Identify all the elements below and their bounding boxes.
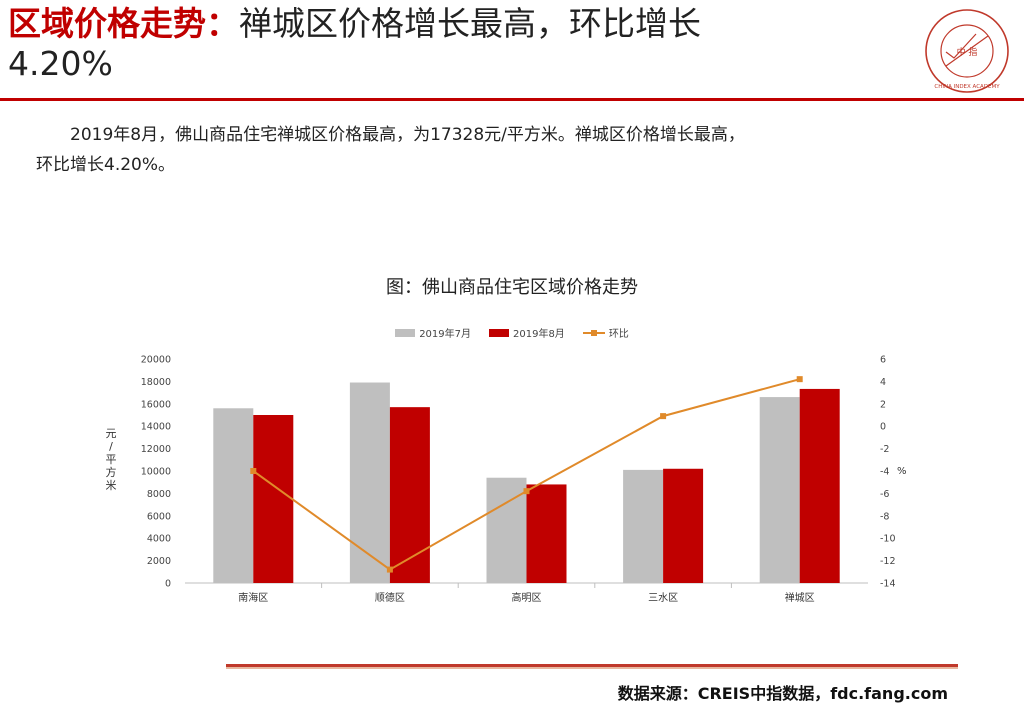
legend-label-aug: 2019年8月 (513, 329, 565, 340)
bar-aug-3 (663, 468, 704, 583)
svg-text:中 指: 中 指 (957, 46, 978, 58)
legend-label-jul: 2019年7月 (419, 329, 471, 340)
summary-paragraph: 2019年8月，佛山商品住宅禅城区价格最高，为17328元/平方米。禅城区价格增… (36, 120, 1006, 180)
bar-aug-2 (526, 484, 567, 583)
page-title: 区域价格走势：禅城区价格增长最高，环比增长 4.20% (8, 4, 908, 84)
y-tick-label-7: 14000 (141, 422, 171, 433)
y2-tick-label-0: -14 (880, 579, 896, 590)
legend-swatch-jul (395, 328, 416, 337)
y2-tick-label-1: -12 (880, 556, 896, 567)
bar-jul-1 (349, 382, 390, 583)
x-tick-label-4: 禅城区 (785, 591, 815, 604)
y-tick-label-0: 0 (165, 579, 171, 590)
y2-tick-label-10: 6 (880, 355, 886, 366)
page-title-main: 禅城区价格增长最高，环比增长 (239, 4, 701, 43)
y-tick-label-5: 10000 (141, 467, 171, 478)
y2-tick-label-6: -2 (880, 444, 889, 455)
bar-aug-4 (799, 388, 840, 583)
page-title-line2: 4.20% (8, 44, 113, 83)
y-tick-label-6: 12000 (141, 444, 171, 455)
x-tick-label-1: 顺德区 (375, 591, 405, 604)
china-index-academy-seal-icon: 中 指 CHINA INDEX ACADEMY (925, 9, 1009, 93)
title-divider (0, 98, 1024, 101)
y2-tick-label-5: -4 (880, 467, 889, 478)
y2-tick-label-9: 4 (880, 377, 886, 388)
legend-item-aug: 2019年8月 (489, 325, 565, 340)
legend-swatch-mom (582, 329, 605, 337)
mom-point-2 (523, 488, 530, 495)
chart-title: 图：佛山商品住宅区域价格走势 (386, 277, 638, 298)
y-tick-label-3: 6000 (147, 511, 171, 522)
footer-divider (226, 664, 958, 667)
mom-series-line (252, 378, 800, 571)
y-tick-label-2: 4000 (147, 534, 171, 545)
y2-tick-label-2: -10 (880, 534, 896, 545)
bar-aug-1 (389, 407, 430, 583)
y2-tick-label-4: -6 (880, 489, 889, 500)
bar-jul-0 (213, 408, 254, 583)
mom-point-4 (796, 376, 803, 383)
y-axis-label: 元 / 平方米 (105, 427, 117, 492)
bar-jul-4 (759, 397, 800, 583)
page-title-highlight: 区域价格走势： (8, 4, 239, 43)
y-tick-label-1: 2000 (147, 556, 171, 567)
x-tick-label-3: 三水区 (648, 592, 678, 604)
legend-label-mom: 环比 (608, 329, 629, 340)
x-tick-label-2: 高明区 (512, 591, 542, 604)
y-tick-label-8: 16000 (141, 399, 171, 410)
mom-point-1 (386, 566, 393, 573)
summary-line-2: 环比增长4.20%。 (36, 155, 176, 175)
mom-point-3 (660, 413, 667, 420)
footer-divider-shadow (226, 667, 958, 669)
chart-legend: 2019年7月 2019年8月 环比 (0, 325, 1024, 340)
data-source: 数据来源：CREIS中指数据，fdc.fang.com (617, 684, 948, 703)
bar-jul-3 (623, 469, 664, 583)
y-tick-label-9: 18000 (141, 377, 171, 388)
mom-point-0 (250, 468, 257, 474)
y-tick-label-4: 8000 (147, 489, 171, 500)
y2-axis-label: % (897, 466, 907, 477)
y-tick-label-10: 20000 (141, 355, 171, 366)
bar-jul-2 (486, 477, 527, 583)
svg-text:CHINA INDEX ACADEMY: CHINA INDEX ACADEMY (934, 84, 1000, 90)
y2-tick-label-7: 0 (880, 422, 886, 433)
y2-tick-label-3: -8 (880, 511, 889, 522)
legend-item-jul: 2019年7月 (395, 325, 471, 340)
y2-tick-label-8: 2 (880, 399, 886, 410)
summary-line-1: 2019年8月，佛山商品住宅禅城区价格最高，为17328元/平方米。禅城区价格增… (70, 125, 745, 145)
legend-swatch-aug (489, 328, 509, 337)
bar-aug-0 (253, 415, 294, 583)
x-tick-label-0: 南海区 (238, 591, 268, 604)
legend-item-mom: 环比 (582, 325, 629, 340)
